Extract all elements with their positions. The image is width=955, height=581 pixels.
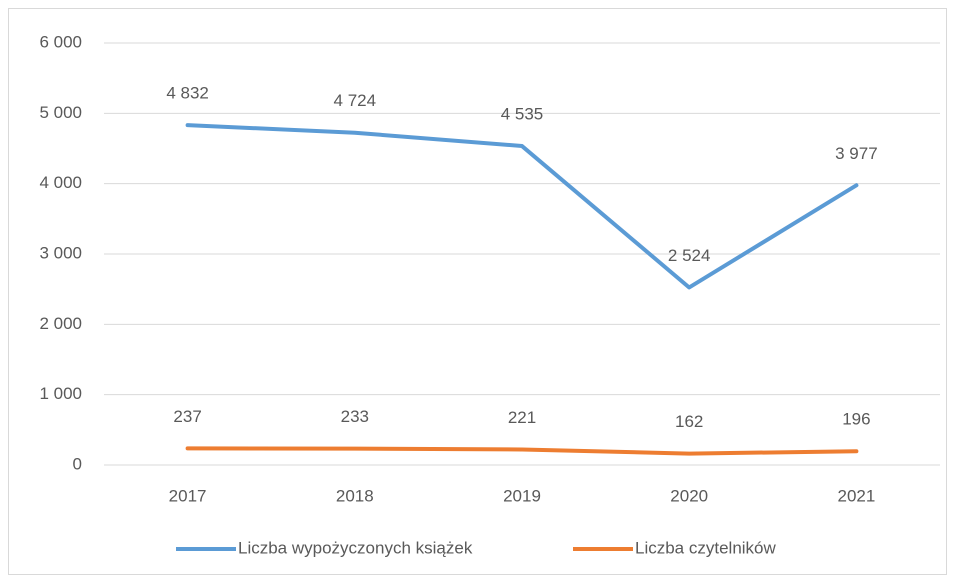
x-tick-label: 2021 — [837, 486, 875, 505]
x-tick-label: 2019 — [503, 486, 541, 505]
data-label: 196 — [842, 410, 870, 429]
series-line — [185, 446, 859, 456]
data-label: 162 — [675, 412, 703, 431]
y-tick-label: 4 000 — [39, 173, 82, 192]
series-line — [185, 123, 859, 290]
y-tick-label: 0 — [73, 454, 82, 473]
y-tick-label: 5 000 — [39, 103, 82, 122]
data-label: 2 524 — [668, 246, 711, 265]
chart-frame — [8, 8, 947, 575]
data-label: 237 — [173, 407, 201, 426]
y-tick-label: 1 000 — [39, 384, 82, 403]
x-tick-label: 2018 — [336, 486, 374, 505]
data-label: 4 832 — [166, 84, 209, 103]
data-label: 233 — [341, 407, 369, 426]
legend-label: Liczba wypożyczonych książek — [238, 538, 473, 557]
data-label: 4 724 — [334, 91, 377, 110]
legend-label: Liczba czytelników — [635, 538, 777, 557]
x-tick-label: 2017 — [169, 486, 207, 505]
data-label: 221 — [508, 408, 536, 427]
data-label: 3 977 — [835, 144, 878, 163]
y-tick-label: 3 000 — [39, 243, 82, 262]
y-tick-label: 6 000 — [39, 32, 82, 51]
data-label: 4 535 — [501, 105, 544, 124]
y-tick-label: 2 000 — [39, 314, 82, 333]
x-tick-label: 2020 — [670, 486, 708, 505]
